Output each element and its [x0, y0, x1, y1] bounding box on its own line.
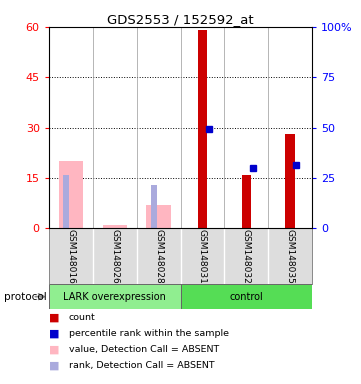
- Text: ■: ■: [49, 361, 59, 371]
- Text: GSM148031: GSM148031: [198, 229, 207, 284]
- Text: rank, Detection Call = ABSENT: rank, Detection Call = ABSENT: [69, 361, 214, 371]
- Text: value, Detection Call = ABSENT: value, Detection Call = ABSENT: [69, 345, 219, 354]
- Text: control: control: [230, 291, 263, 302]
- Title: GDS2553 / 152592_at: GDS2553 / 152592_at: [107, 13, 254, 26]
- Text: GSM148035: GSM148035: [286, 229, 295, 284]
- Text: GSM148016: GSM148016: [66, 229, 75, 284]
- Bar: [151, 185, 157, 228]
- Bar: [58, 161, 83, 228]
- Bar: [286, 134, 295, 228]
- Text: GSM148032: GSM148032: [242, 229, 251, 284]
- Text: percentile rank within the sample: percentile rank within the sample: [69, 329, 229, 338]
- Text: ■: ■: [49, 313, 59, 323]
- Text: ■: ■: [49, 345, 59, 355]
- Text: LARK overexpression: LARK overexpression: [63, 291, 166, 302]
- Text: protocol: protocol: [4, 291, 46, 302]
- Bar: [49, 284, 180, 309]
- Bar: [103, 225, 127, 228]
- Bar: [147, 205, 171, 228]
- Bar: [64, 175, 69, 228]
- Text: ■: ■: [49, 329, 59, 339]
- Text: GSM148026: GSM148026: [110, 229, 119, 284]
- Bar: [197, 30, 207, 228]
- Bar: [180, 284, 312, 309]
- Text: count: count: [69, 313, 95, 322]
- Text: GSM148028: GSM148028: [154, 229, 163, 284]
- Bar: [242, 175, 251, 228]
